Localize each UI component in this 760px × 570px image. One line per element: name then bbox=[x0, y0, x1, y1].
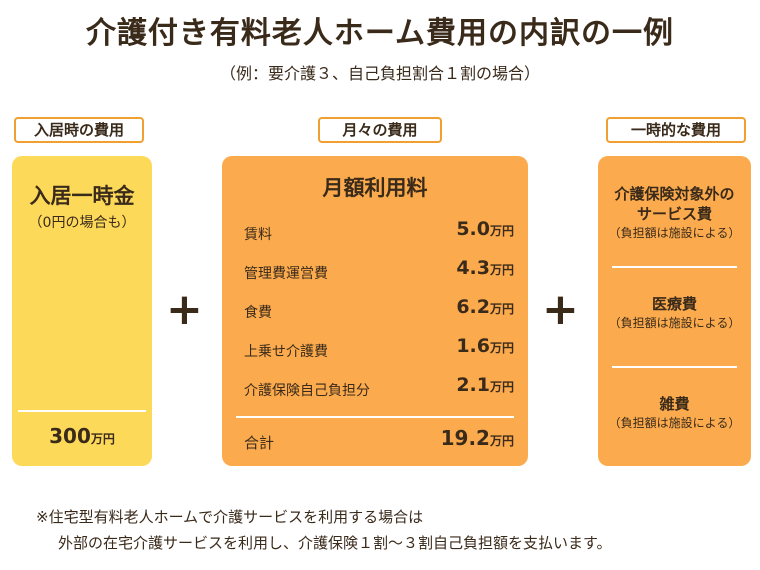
divider bbox=[18, 410, 146, 412]
fee-total-row: 合計 19.2万円 bbox=[244, 426, 514, 454]
label-onetime-cost: 一時的な費用 bbox=[606, 117, 746, 143]
fee-name: 食費 bbox=[244, 305, 272, 321]
onetime-item: 医療費 （負担額は施設による） bbox=[598, 294, 751, 332]
fee-name: 賃料 bbox=[244, 227, 272, 243]
onetime-item-name: 介護保険対象外の bbox=[614, 185, 735, 203]
monthly-fee-title: 月額利用料 bbox=[322, 176, 428, 200]
fee-value: 6.2 bbox=[456, 296, 490, 318]
onetime-item: 雑費 （負担額は施設による） bbox=[598, 394, 751, 432]
onetime-item-name: 医療費 bbox=[651, 295, 697, 313]
monthly-fee-card: 月額利用料 賃料 5.0万円 管理費運営費 4.3万円 食費 6.2万円 上乗せ… bbox=[222, 156, 528, 466]
page-subtitle: （例：要介護３、自己負担割合１割の場合） bbox=[219, 64, 540, 83]
entry-fee-unit: 万円 bbox=[90, 432, 115, 446]
footnote: ※住宅型有料老人ホームで介護サービスを利用する場合は 外部の在宅介護サービスを利… bbox=[36, 504, 612, 556]
fee-value: 4.3 bbox=[456, 257, 490, 279]
footnote-line2: 外部の在宅介護サービスを利用し、介護保険１割～３割自己負担額を支払います。 bbox=[58, 534, 612, 552]
fee-row: 管理費運営費 4.3万円 bbox=[244, 257, 514, 285]
onetime-item-note: （負担額は施設による） bbox=[608, 316, 741, 330]
onetime-item-name: 雑費 bbox=[659, 395, 690, 413]
fee-row: 食費 6.2万円 bbox=[244, 296, 514, 324]
fee-name: 上乗せ介護費 bbox=[244, 344, 328, 360]
entry-fee-value: 300 bbox=[49, 424, 91, 448]
fee-total-label: 合計 bbox=[244, 434, 275, 452]
plus-icon: + bbox=[542, 284, 579, 335]
fee-row: 賃料 5.0万円 bbox=[244, 218, 514, 246]
onetime-item: 介護保険対象外の サービス費 （負担額は施設による） bbox=[598, 184, 751, 242]
fee-name: 介護保険自己負担分 bbox=[244, 383, 370, 399]
fee-name: 管理費運営費 bbox=[244, 266, 328, 282]
fee-row: 上乗せ介護費 1.6万円 bbox=[244, 335, 514, 363]
entry-fee-card: 入居一時金 （0円の場合も） 300万円 bbox=[12, 156, 152, 466]
fee-row: 介護保険自己負担分 2.1万円 bbox=[244, 374, 514, 402]
footnote-line1: ※住宅型有料老人ホームで介護サービスを利用する場合は bbox=[36, 508, 424, 526]
fee-unit: 万円 bbox=[489, 380, 514, 394]
onetime-item-name: サービス費 bbox=[636, 205, 712, 223]
fee-unit: 万円 bbox=[489, 341, 514, 355]
fee-total-value: 19.2 bbox=[440, 426, 490, 450]
onetime-item-note: （負担額は施設による） bbox=[608, 416, 741, 430]
label-monthly-cost: 月々の費用 bbox=[318, 117, 442, 143]
label-entry-cost: 入居時の費用 bbox=[14, 117, 144, 143]
divider bbox=[612, 366, 737, 368]
entry-fee-total: 300万円 bbox=[12, 424, 152, 448]
divider bbox=[236, 416, 514, 418]
entry-fee-note: （0円の場合も） bbox=[28, 215, 136, 231]
onetime-item-note: （負担額は施設による） bbox=[608, 226, 741, 240]
fee-unit: 万円 bbox=[489, 224, 514, 238]
fee-total-unit: 万円 bbox=[489, 434, 514, 448]
page-title: 介護付き有料老人ホーム費用の内訳の一例 bbox=[85, 16, 675, 51]
onetime-fee-card: 介護保険対象外の サービス費 （負担額は施設による） 医療費 （負担額は施設によ… bbox=[598, 156, 751, 466]
fee-value: 1.6 bbox=[456, 335, 490, 357]
fee-value: 5.0 bbox=[456, 218, 490, 240]
divider bbox=[612, 266, 737, 268]
fee-unit: 万円 bbox=[489, 263, 514, 277]
entry-fee-title: 入居一時金 bbox=[29, 184, 135, 208]
fee-value: 2.1 bbox=[456, 374, 490, 396]
plus-icon: + bbox=[166, 284, 203, 335]
fee-unit: 万円 bbox=[489, 302, 514, 316]
